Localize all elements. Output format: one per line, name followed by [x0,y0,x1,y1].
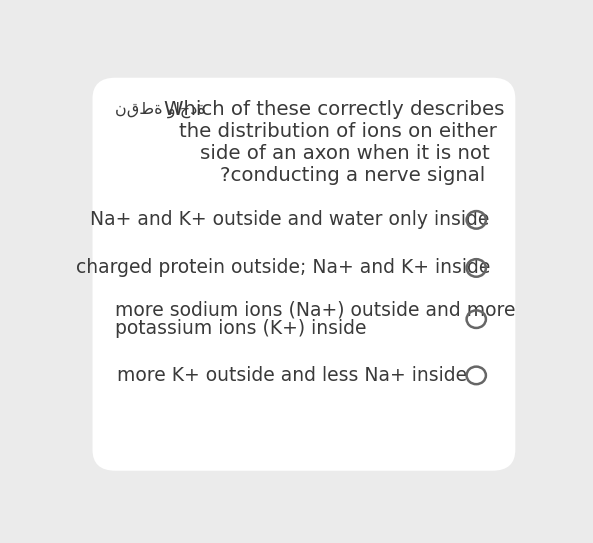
Text: ?conducting a nerve signal: ?conducting a nerve signal [219,166,485,185]
FancyBboxPatch shape [93,78,515,471]
Text: potassium ions (K+) inside: potassium ions (K+) inside [116,319,367,338]
Text: Which of these correctly describes: Which of these correctly describes [164,100,504,119]
Text: charged protein outside; Na+ and K+ inside: charged protein outside; Na+ and K+ insi… [76,258,490,277]
Text: more K+ outside and less Na+ inside: more K+ outside and less Na+ inside [117,366,467,385]
Text: more sodium ions (Na+) outside and more: more sodium ions (Na+) outside and more [116,300,516,319]
Text: side of an axon when it is not: side of an axon when it is not [200,144,490,163]
Text: Na+ and K+ outside and water only inside: Na+ and K+ outside and water only inside [91,210,490,229]
Text: نقطة واحدة: نقطة واحدة [116,102,206,118]
Text: the distribution of ions on either: the distribution of ions on either [180,122,498,141]
